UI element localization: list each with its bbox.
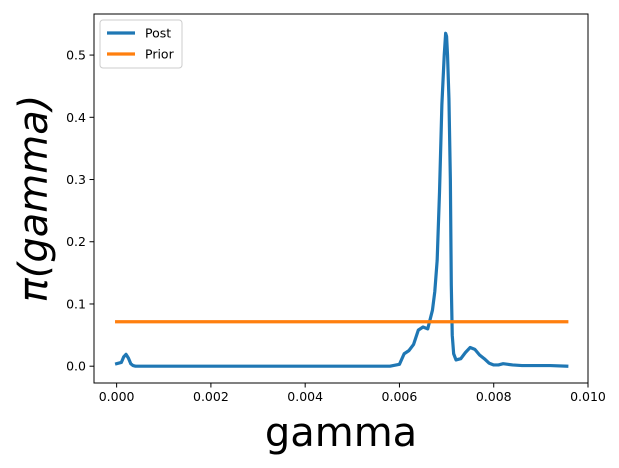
y-tick-label: 0.2 [66, 234, 86, 249]
series-line-post [114, 31, 569, 368]
axes-frame [93, 13, 589, 384]
legend-label-post: Post [145, 26, 171, 41]
y-axis-label: π(gamma) [11, 95, 57, 303]
y-tick-label: 0.0 [66, 359, 86, 374]
y-tick-label: 0.4 [66, 110, 86, 125]
y-tick-label: 0.1 [66, 296, 86, 311]
series-layer [114, 31, 569, 368]
y-tick-label: 0.5 [66, 48, 86, 63]
x-axis: 0.000 0.002 0.004 0.006 0.008 0.010 [99, 383, 606, 404]
x-tick-label: 0.004 [287, 389, 323, 404]
x-tick-label: 0.006 [382, 389, 418, 404]
plot-area [94, 14, 588, 383]
y-tick-label: 0.3 [66, 172, 86, 187]
legend-label-prior: Prior [145, 47, 175, 62]
x-tick-label: 0.002 [193, 389, 229, 404]
x-tick-label: 0.008 [476, 389, 512, 404]
x-tick-label: 0.000 [99, 389, 135, 404]
x-tick-label: 0.010 [570, 389, 606, 404]
x-axis-label: gamma [265, 410, 417, 456]
y-axis: 0.0 0.1 0.2 0.3 0.4 0.5 [66, 48, 94, 374]
legend: Post Prior [99, 19, 183, 69]
